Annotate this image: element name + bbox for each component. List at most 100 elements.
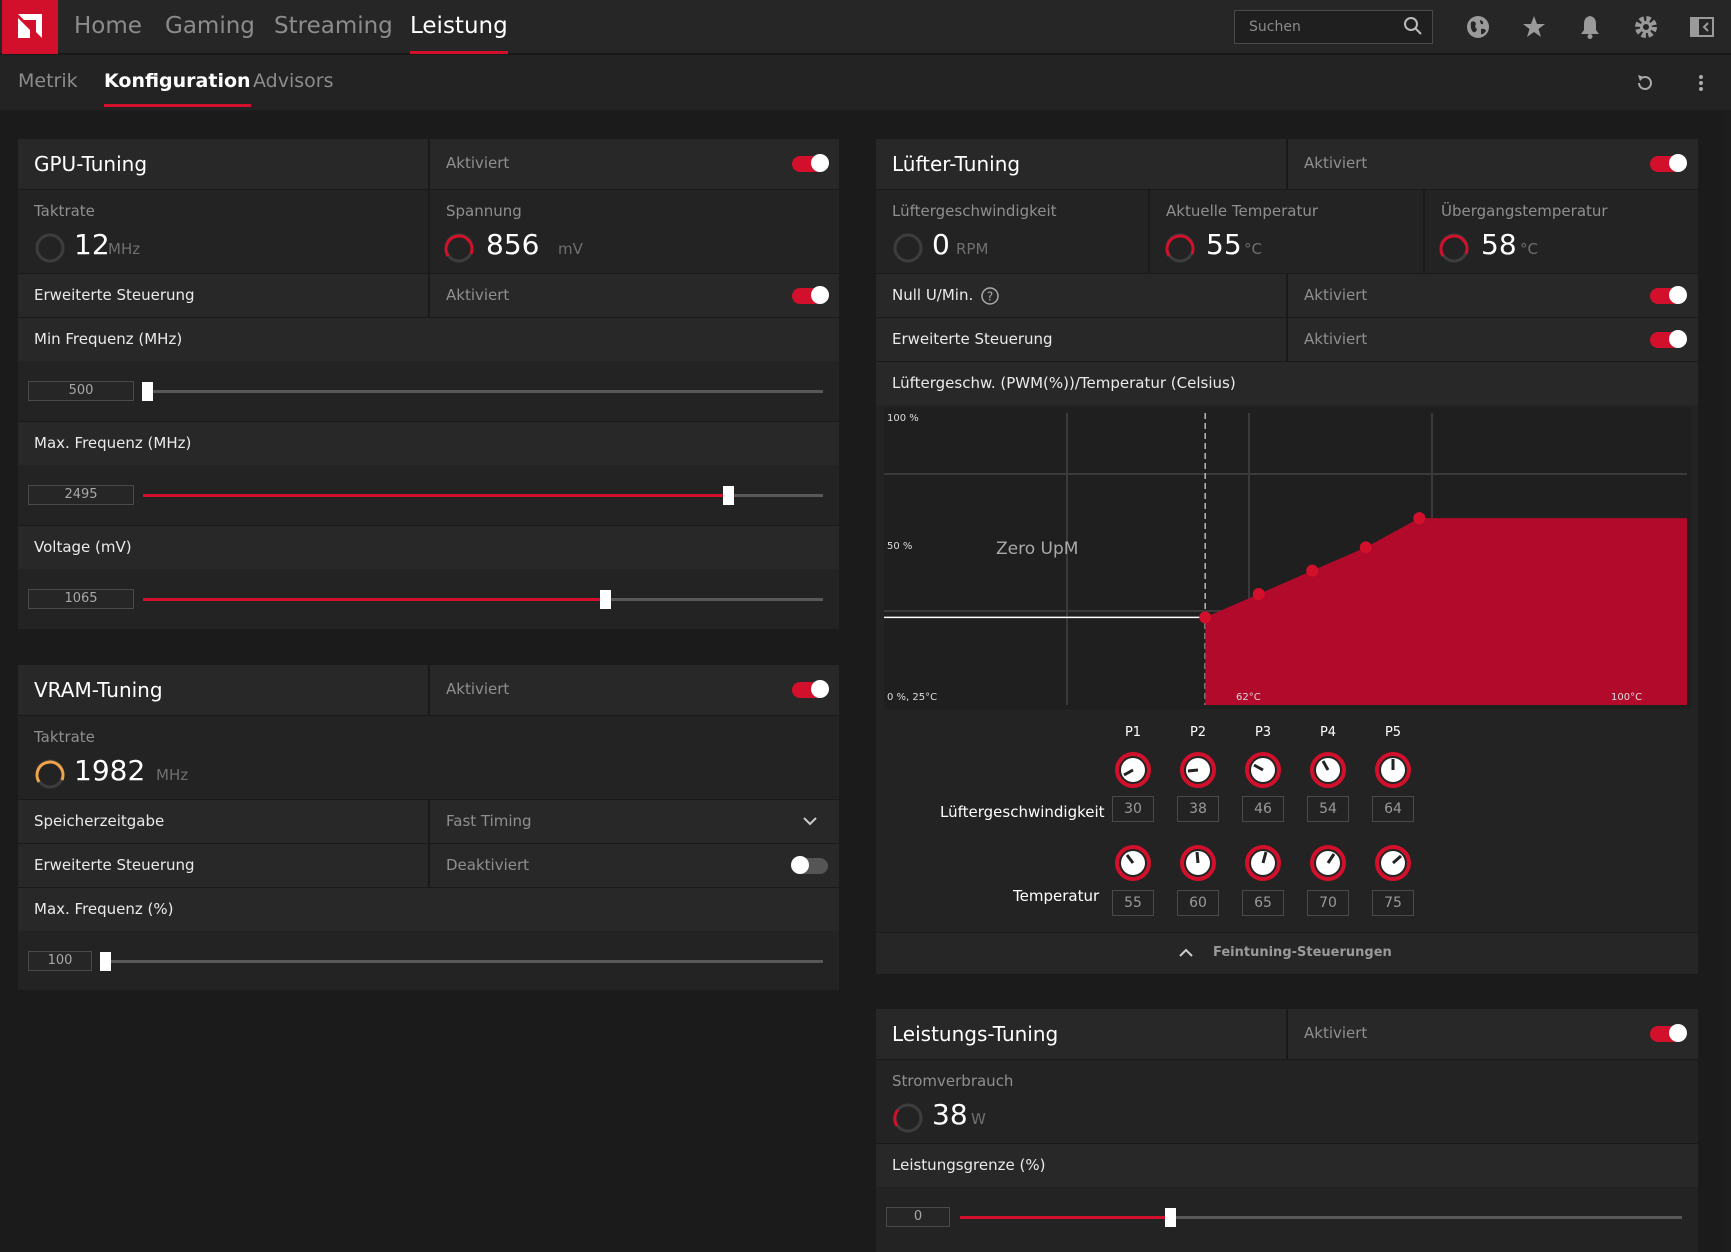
gpu-advanced-label: Erweiterte Steuerung: [34, 286, 195, 304]
curve-point-p1[interactable]: [1199, 611, 1212, 624]
chevron-up-icon[interactable]: [1178, 947, 1194, 959]
vram-max-freq-label: Max. Frequenz (%): [34, 900, 174, 918]
voltage-input[interactable]: 1065: [28, 589, 134, 609]
fine-tuning-row[interactable]: Feintuning-Steuerungen: [876, 932, 1698, 974]
speed-knob-p4[interactable]: [1309, 751, 1347, 789]
reset-icon[interactable]: [1634, 72, 1656, 94]
amd-logo[interactable]: [2, 0, 58, 54]
min-freq-slider[interactable]: [142, 382, 153, 401]
fan-tuning-panel: Lüfter-Tuning Aktiviert Lüftergeschwindi…: [876, 139, 1698, 974]
min-freq-track: [143, 390, 823, 393]
max-freq-input[interactable]: 2495: [28, 485, 134, 505]
divider: [1286, 274, 1288, 318]
vram-metrics-row: Taktrate 1982 MHz: [18, 715, 839, 799]
max-freq-fill: [143, 494, 728, 497]
nav-home[interactable]: Home: [74, 13, 142, 39]
gpu-status: Aktiviert: [446, 154, 510, 172]
fan-advanced-toggle[interactable]: [1650, 330, 1687, 348]
temp-value-p4[interactable]: 70: [1307, 890, 1349, 916]
help-icon[interactable]: ?: [980, 286, 1000, 306]
more-options-icon[interactable]: [1696, 72, 1706, 94]
tab-advisors[interactable]: Advisors: [253, 70, 334, 92]
fan-advanced-label: Erweiterte Steuerung: [892, 330, 1053, 348]
power-status: Aktiviert: [1304, 1024, 1368, 1042]
temp-knob-p4[interactable]: [1309, 844, 1347, 882]
sidebar-toggle-icon[interactable]: [1688, 13, 1716, 41]
star-icon[interactable]: [1520, 13, 1548, 41]
sub-nav-bar: [0, 55, 1731, 110]
gear-icon[interactable]: [1632, 13, 1660, 41]
scrollbar[interactable]: [1724, 110, 1731, 1252]
curve-point-p5[interactable]: [1413, 512, 1426, 525]
voltage-fill: [143, 598, 605, 601]
power-consumption-label: Stromverbrauch: [892, 1072, 1014, 1090]
search-input[interactable]: Suchen: [1234, 10, 1433, 44]
divider: [1423, 190, 1425, 274]
vram-clock-value: 1982: [74, 754, 146, 787]
gpu-tuning-toggle[interactable]: [792, 154, 829, 172]
vram-advanced-toggle[interactable]: [791, 856, 828, 874]
chevron-down-icon[interactable]: [802, 815, 818, 827]
nav-streaming[interactable]: Streaming: [274, 13, 393, 39]
memory-timing-label: Speicherzeitgabe: [34, 812, 165, 830]
fan-curve-chart[interactable]: 100 % 50 % 0 %, 25°C 62°C 100°C Zero UpM: [884, 407, 1691, 709]
voltage-slider[interactable]: [600, 590, 611, 609]
tab-metrik[interactable]: Metrik: [18, 70, 78, 92]
temp-row-label: Temperatur: [1013, 887, 1100, 905]
globe-icon[interactable]: [1464, 13, 1492, 41]
min-freq-input[interactable]: 500: [28, 381, 134, 401]
min-freq-row: Min Frequenz (MHz): [18, 317, 839, 361]
temp-knob-p3[interactable]: [1244, 844, 1282, 882]
max-freq-slider[interactable]: [723, 486, 734, 505]
temp-knob-p1[interactable]: [1114, 844, 1152, 882]
tab-konfiguration[interactable]: Konfiguration: [104, 55, 251, 107]
fan-tuning-title: Lüfter-Tuning: [892, 152, 1021, 176]
speed-row-label: Lüftergeschwindigkeit: [940, 803, 1105, 821]
temp-value-p5[interactable]: 75: [1372, 890, 1414, 916]
speed-knob-p5[interactable]: [1374, 751, 1412, 789]
junction-temp-label: Übergangstemperatur: [1441, 202, 1608, 220]
vram-max-freq-slider[interactable]: [100, 952, 111, 971]
search-icon[interactable]: [1403, 16, 1423, 36]
chart-points[interactable]: [1199, 512, 1426, 624]
curve-point-p4[interactable]: [1359, 541, 1372, 554]
gpu-advanced-toggle[interactable]: [792, 286, 829, 304]
nav-leistung[interactable]: Leistung: [410, 0, 508, 54]
gpu-clock-unit: MHz: [108, 240, 141, 258]
speed-knob-p2[interactable]: [1179, 751, 1217, 789]
power-limit-input[interactable]: 0: [886, 1207, 950, 1227]
fan-tuning-toggle[interactable]: [1650, 154, 1687, 172]
speed-value-p1[interactable]: 30: [1112, 796, 1154, 822]
curve-point-p3[interactable]: [1306, 564, 1319, 577]
temp-knob-p5[interactable]: [1374, 844, 1412, 882]
speed-value-p4[interactable]: 54: [1307, 796, 1349, 822]
temp-value-p1[interactable]: 55: [1112, 890, 1154, 916]
vram-max-freq-input[interactable]: 100: [28, 951, 92, 971]
zero-rpm-toggle[interactable]: [1650, 286, 1687, 304]
speed-value-p2[interactable]: 38: [1177, 796, 1219, 822]
junction-temp-unit: °C: [1520, 240, 1538, 258]
temp-value-p2[interactable]: 60: [1177, 890, 1219, 916]
gpu-voltage-unit: mV: [558, 240, 583, 258]
nav-gaming[interactable]: Gaming: [165, 13, 255, 39]
temp-knob-p2[interactable]: [1179, 844, 1217, 882]
fine-tuning-toggle-label[interactable]: Feintuning-Steuerungen: [1213, 945, 1392, 960]
svg-text:?: ?: [987, 290, 993, 304]
fan-metrics-row: Lüftergeschwindigkeit 0 RPM Aktuelle Tem…: [876, 189, 1698, 274]
power-metrics-row: Stromverbrauch 38 W: [876, 1059, 1698, 1143]
power-limit-slider[interactable]: [1165, 1208, 1176, 1227]
memory-timing-dropdown[interactable]: Fast Timing: [446, 812, 532, 830]
speed-knob-p1[interactable]: [1114, 751, 1152, 789]
curve-point-p2[interactable]: [1252, 588, 1265, 601]
power-tuning-toggle[interactable]: [1650, 1024, 1687, 1042]
speed-knob-p3[interactable]: [1244, 751, 1282, 789]
temp-value-p3[interactable]: 65: [1242, 890, 1284, 916]
speed-value-p3[interactable]: 46: [1242, 796, 1284, 822]
bell-icon[interactable]: [1576, 13, 1604, 41]
vram-tuning-toggle[interactable]: [792, 680, 829, 698]
gpu-voltage-gauge: [444, 233, 474, 263]
speed-value-p5[interactable]: 64: [1372, 796, 1414, 822]
gpu-voltage-value: 856: [486, 228, 540, 261]
power-limit-fill: [960, 1216, 1169, 1219]
vram-status: Aktiviert: [446, 680, 510, 698]
